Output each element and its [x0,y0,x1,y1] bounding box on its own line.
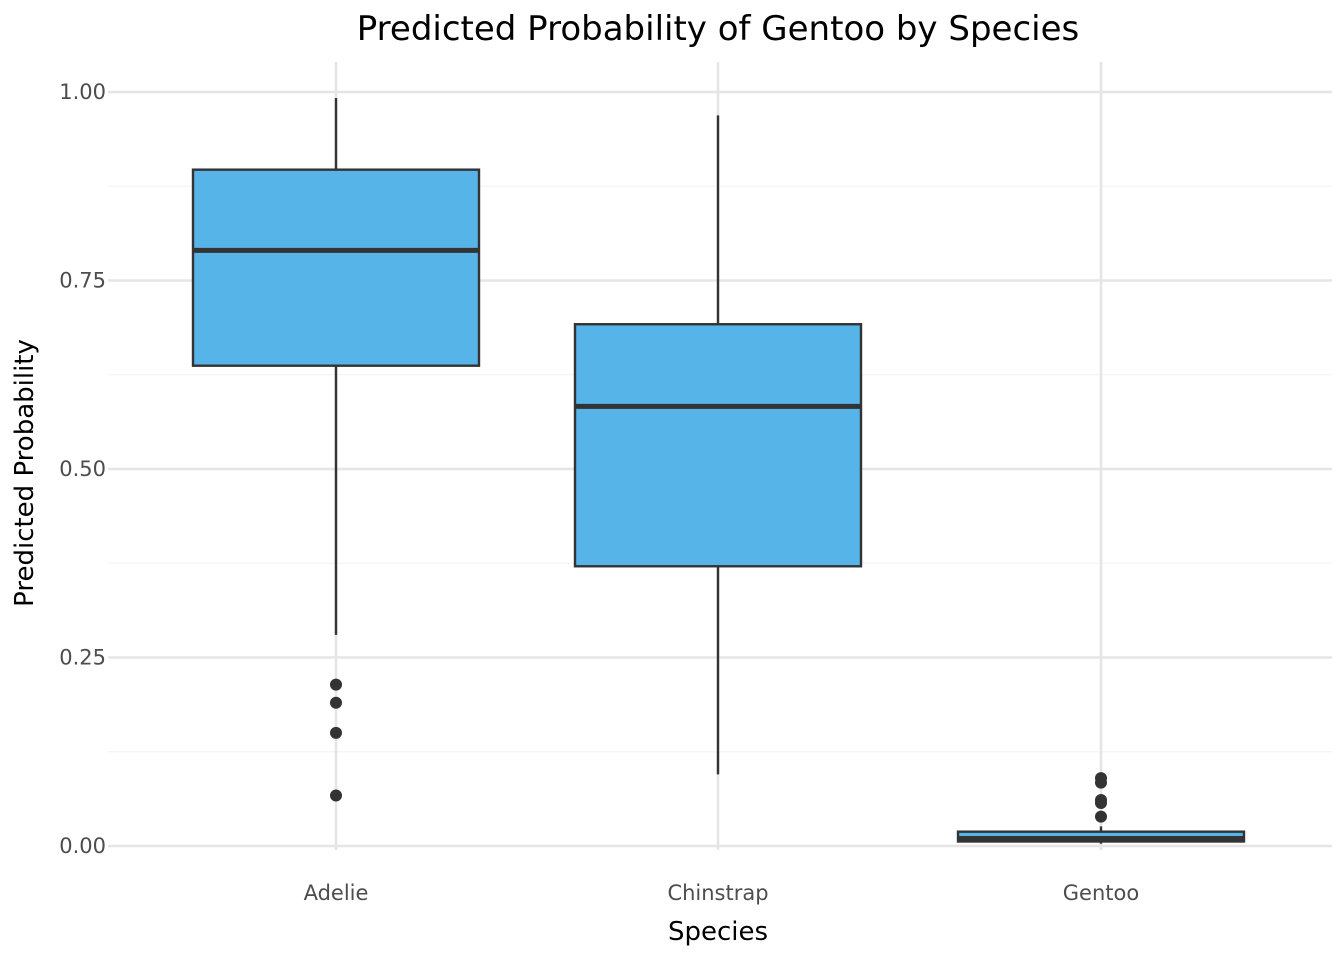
tick-layer: 0.00 0.25 0.50 0.75 1.00 Adelie Chinstrap Gento… [59,80,1139,905]
box-adelie [191,98,481,802]
chart-title: Predicted Probability of Gentoo by Speci… [357,9,1079,49]
box-gentoo [956,772,1246,844]
box-layer [191,98,1246,844]
y-tick-label: 0.00 [59,834,106,858]
y-tick-label: 1.00 [59,80,106,104]
y-tick-label: 0.25 [59,646,106,670]
y-axis-title: Predicted Probability [10,339,40,607]
box-iqr [191,168,481,367]
outlier-point [330,678,342,691]
outlier-point [330,789,342,802]
x-tick-label: Gentoo [1063,881,1139,905]
box-iqr [573,323,863,568]
y-tick-label: 0.75 [59,269,106,293]
box-chinstrap [573,115,863,775]
x-tick-label: Adelie [304,881,369,905]
x-tick-label: Chinstrap [667,881,768,905]
y-tick-label: 0.50 [59,457,106,481]
outlier-point [1095,797,1107,810]
outlier-point [1095,776,1107,789]
outlier-point [330,696,342,709]
x-axis-title: Species [668,917,768,947]
outlier-point [330,726,342,739]
outlier-point [1095,810,1107,823]
